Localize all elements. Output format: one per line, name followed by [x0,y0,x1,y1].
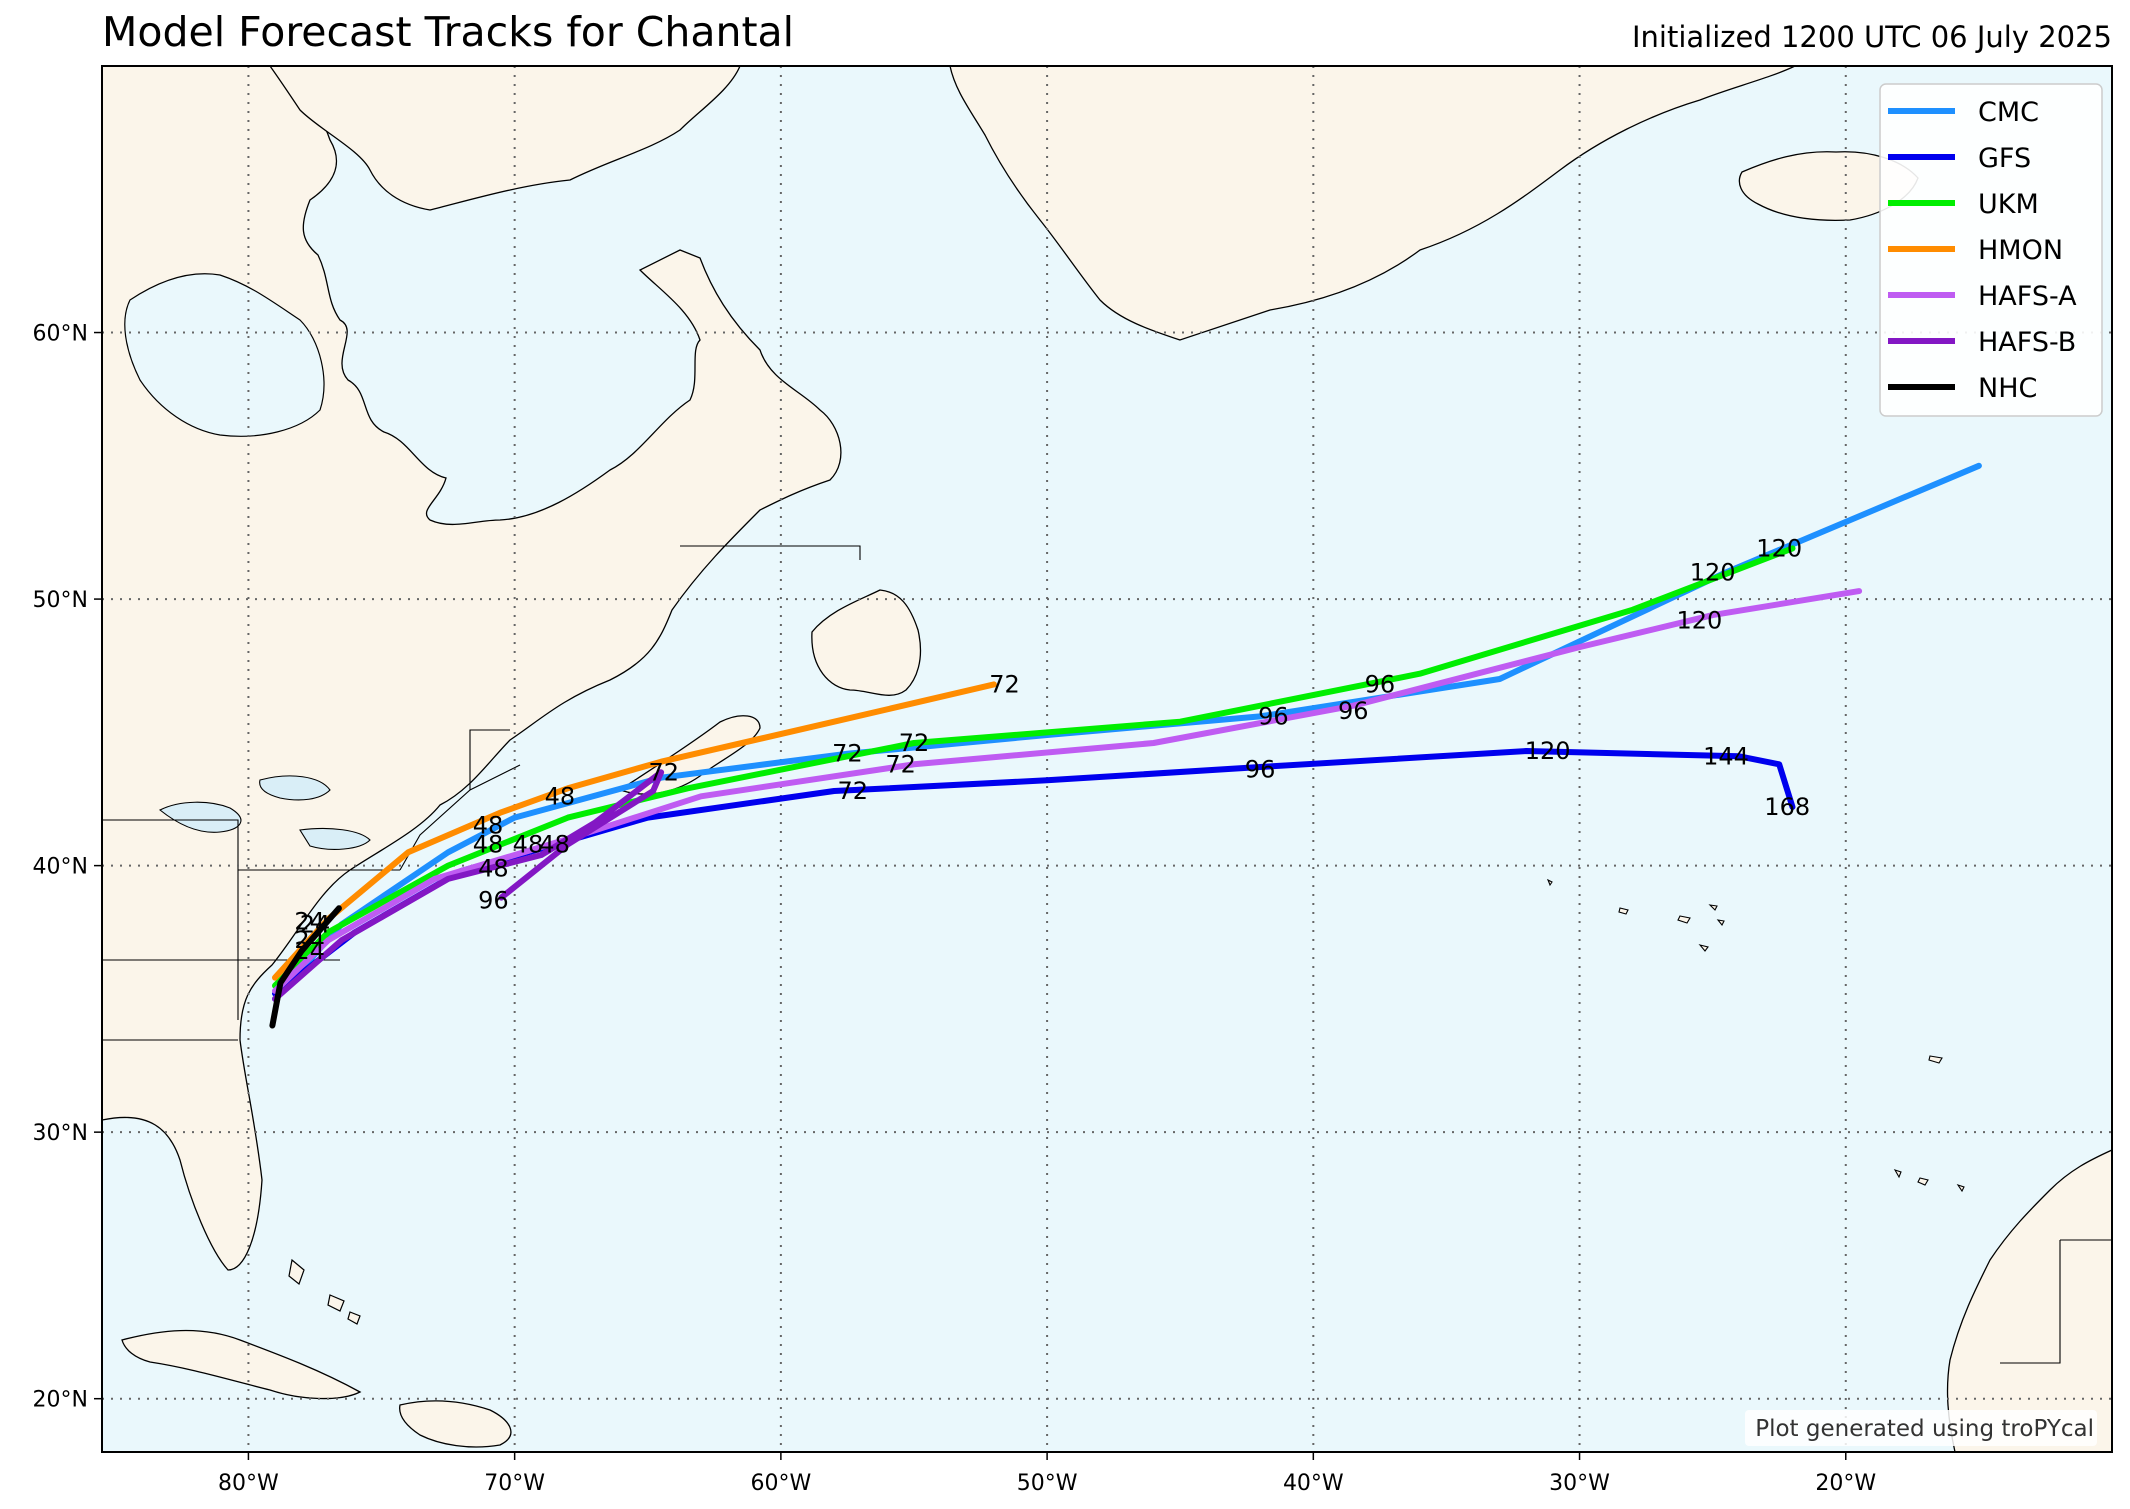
forecast-hour-label: 144 [1703,742,1749,770]
legend-label: HAFS-B [1978,327,2076,358]
init-time: Initialized 1200 UTC 06 July 2025 [1631,20,2112,54]
forecast-hour-label: 48 [513,830,544,858]
forecast-hour-label: 72 [648,758,679,786]
lat-tick-label: 30°N [33,1121,88,1146]
legend: CMC GFS UKM HMON HAFS-A HAFS-B NHC [1879,83,2103,417]
latitude-ticks: 20°N 30°N 40°N 50°N 60°N [33,322,102,1413]
lat-tick-label: 20°N [33,1388,88,1413]
lon-tick-label: 30°W [1549,1471,1610,1496]
great-lakes [158,775,371,850]
legend-label: HMON [1978,235,2063,266]
forecast-hour-label: 24 [294,926,325,954]
graticule [102,66,2112,1452]
forecast-hour-label: 48 [478,854,509,882]
forecast-hour-label: 48 [473,812,504,840]
newfoundland-land [811,589,922,696]
forecast-hour-label: 96 [478,886,509,914]
lat-tick-label: 50°N [33,588,88,613]
forecast-hour-label: 24 [294,937,325,965]
arctic-islands-land [269,66,741,211]
legend-label: HAFS-A [1978,281,2077,312]
hudson-bay [124,273,325,437]
political-borders [102,545,861,1041]
forecast-hour-label: 72 [899,729,930,757]
lat-tick-label: 60°N [33,322,88,347]
forecast-hour-label: 72 [832,740,863,768]
map-title: Model Forecast Tracks for Chantal [102,8,795,56]
lon-tick-label: 40°W [1283,1471,1344,1496]
africa-land [1946,1149,2112,1452]
forecast-hour-label: 48 [473,830,504,858]
forecast-hour-label: 24 [294,908,325,936]
africa-borders [2000,1239,2112,1364]
forecast-hour-label: 168 [1764,793,1810,821]
atlantic-islands [1546,878,1965,1193]
forecast-hour-label: 96 [1245,756,1276,784]
forecast-hour-label: 96 [1365,670,1396,698]
lon-tick-label: 70°W [484,1471,545,1496]
lat-tick-label: 40°N [33,855,88,880]
bahamas-land [288,1258,361,1325]
forecast-hour-label: 72 [837,777,868,805]
landmasses [102,66,2112,1452]
lon-tick-label: 50°W [1017,1471,1078,1496]
track-nhc[interactable] [269,905,342,1029]
forecast-hour-label: 48 [539,830,570,858]
legend-label: UKM [1978,189,2039,220]
legend-box [1879,83,2103,417]
forecast-hour-label: 120 [1676,606,1722,634]
forecast-hour-label: 24 [300,910,331,938]
forecast-tracks [269,462,1982,1029]
legend-label: CMC [1978,97,2039,128]
map-frame [101,65,2113,1453]
lon-tick-label: 60°W [750,1471,811,1496]
track-hafs-a[interactable] [272,588,1863,994]
legend-label: GFS [1978,143,2031,174]
forecast-hour-label: 96 [1258,702,1289,730]
forecast-hour-label: 120 [1756,534,1802,562]
credit-text: Plot generated using troPYcal [1755,1416,2094,1442]
forecast-hour-label: 120 [1690,558,1736,586]
forecast-hour-label: 72 [885,750,916,778]
lon-tick-label: 80°W [218,1471,279,1496]
track-ukm[interactable] [272,545,1796,989]
forecast-hour-label: 72 [989,670,1020,698]
lon-tick-label: 20°W [1815,1471,1876,1496]
track-hafs-b[interactable] [272,769,665,1002]
forecast-hour-label: 48 [545,782,576,810]
forecast-hour-label: 120 [1525,737,1571,765]
longitude-ticks: 80°W 70°W 60°W 50°W 40°W 30°W 20°W [218,1452,1876,1496]
greenland-land [949,66,1796,341]
legend-label: NHC [1978,373,2037,404]
credit-box: Plot generated using troPYcal [1745,1410,2097,1446]
hispaniola-land [399,1400,512,1448]
forecast-hour-labels: 48 72 96 120 48 72 96 120 144 168 48 72 96 120 24 48 72 4… [294,534,1810,964]
forecast-hour-label: 96 [1338,697,1369,725]
